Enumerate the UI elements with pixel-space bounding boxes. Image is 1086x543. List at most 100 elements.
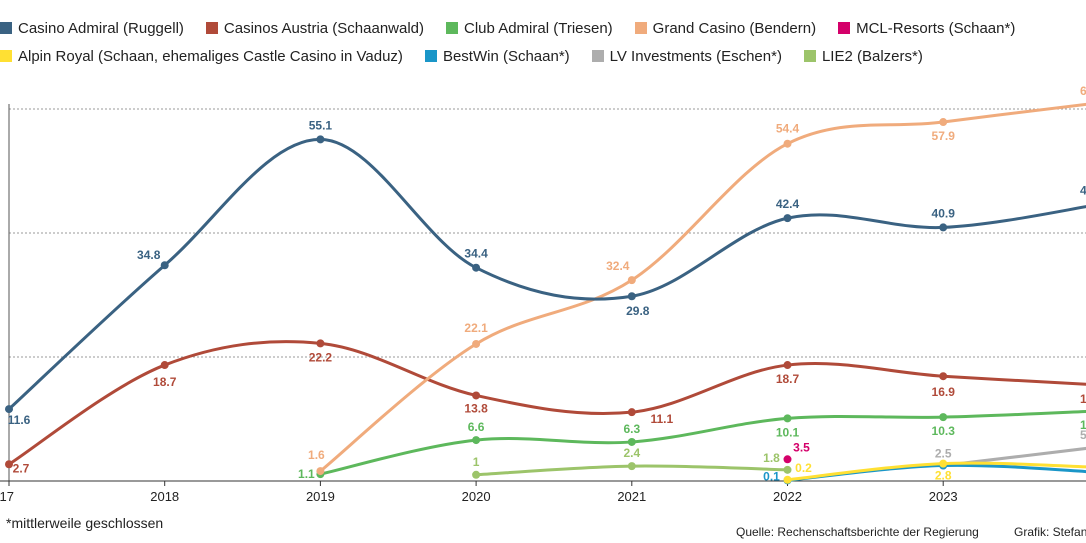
x-tick-label: 2022	[773, 489, 802, 504]
legend-item-casino-admiral: Casino Admiral (Ruggell)	[0, 20, 184, 37]
data-label: 6	[1080, 84, 1086, 98]
data-label: 16.9	[932, 385, 956, 399]
data-point	[316, 135, 325, 144]
legend-swatch	[838, 22, 851, 34]
legend-label: BestWin (Schaan*)	[442, 47, 570, 65]
data-label: 22.2	[309, 350, 333, 364]
data-label: 0.1	[763, 469, 780, 483]
legend-item-club-admiral: Club Admiral (Triesen)	[446, 20, 613, 37]
data-point	[5, 405, 13, 414]
data-label: 6.6	[468, 420, 485, 434]
legend-item-grand-casino: Grand Casino (Bendern)	[634, 19, 817, 37]
data-label: 1.1	[298, 467, 315, 481]
data-label: 11.1	[650, 412, 673, 426]
data-point	[939, 372, 948, 381]
data-label: 54.4	[776, 122, 800, 136]
data-point	[627, 462, 636, 471]
data-point	[939, 223, 948, 232]
legend-item-lv-investments: LV Investments (Eschen*)	[591, 47, 782, 65]
data-label: 10.1	[776, 425, 800, 439]
data-label: 2.4	[623, 446, 640, 460]
data-point	[160, 361, 169, 370]
legend-label: Casinos Austria (Schaanwald)	[223, 19, 425, 37]
data-point	[627, 276, 636, 285]
legend-label: Casino Admiral (Ruggell)	[18, 19, 184, 37]
data-label: 1.8	[763, 451, 780, 465]
data-point	[472, 436, 481, 445]
data-point	[472, 339, 481, 348]
legend-label: Grand Casino (Bendern)	[652, 19, 817, 37]
data-label: 34.4	[464, 247, 488, 261]
legend-swatch	[803, 50, 816, 62]
x-tick-label: 17	[0, 489, 14, 504]
data-label: 18.7	[153, 375, 177, 389]
legend-swatch	[424, 50, 437, 62]
legend-swatch	[591, 50, 604, 62]
footnote: *mittlerweile geschlossen	[6, 515, 164, 531]
data-label: 0.2	[795, 461, 812, 475]
data-label: 11.6	[8, 413, 31, 427]
legend-swatch	[205, 22, 218, 34]
series-line	[318, 409, 1086, 476]
data-point	[783, 475, 792, 484]
data-point	[627, 292, 636, 301]
data-point	[627, 437, 636, 446]
legend-row: Casino Admiral (Ruggell) Casinos Austria…	[0, 14, 1086, 42]
data-label: 29.8	[626, 304, 650, 318]
data-point	[627, 408, 636, 417]
legend-item-mcl-resorts: MCL-Resorts (Schaan*)	[838, 20, 1015, 37]
data-label: 3.5	[793, 440, 810, 454]
x-tick-label: 2021	[617, 489, 646, 504]
legend-item-lie2: LIE2 (Balzers*)	[803, 48, 923, 65]
series-line	[318, 102, 1086, 473]
data-point	[783, 139, 792, 148]
data-point	[472, 391, 481, 400]
legend-label: Club Admiral (Triesen)	[464, 19, 613, 37]
data-label: 18.7	[776, 372, 800, 386]
data-point	[939, 118, 948, 127]
legend-swatch	[634, 22, 647, 34]
data-point	[316, 467, 325, 476]
data-point	[316, 339, 325, 348]
x-tick-label: 2020	[462, 489, 491, 504]
graphic-credit: Grafik: Stefan	[1014, 525, 1086, 539]
data-point	[939, 413, 948, 422]
legend-item-alpin-royal: Alpin Royal (Schaan, ehemaliges Castle C…	[0, 48, 403, 65]
data-point	[783, 414, 792, 423]
legend-row: Alpin Royal (Schaan, ehemaliges Castle C…	[0, 42, 1086, 70]
x-tick-label: 2023	[929, 489, 958, 504]
data-label: 1.6	[308, 448, 325, 462]
data-label: 2.5	[935, 447, 952, 461]
data-point	[160, 261, 169, 270]
legend-swatch	[0, 50, 12, 62]
data-label: 34.8	[137, 248, 161, 262]
data-point	[472, 470, 481, 479]
data-point	[783, 455, 792, 464]
data-label: 6.3	[623, 422, 640, 436]
data-point	[783, 465, 792, 474]
data-label: 2.8	[935, 469, 952, 483]
legend-swatch	[446, 22, 459, 34]
data-point	[939, 459, 948, 468]
legend-label: MCL-Resorts (Schaan*)	[856, 19, 1016, 37]
data-point	[783, 361, 792, 370]
data-label: 11.3	[1080, 418, 1086, 432]
data-point	[5, 460, 13, 469]
data-label: 55.1	[309, 118, 333, 132]
data-label: 15.5	[1080, 392, 1086, 406]
data-label: 5	[1080, 428, 1086, 442]
legend-label: Alpin Royal (Schaan, ehemaliges Castle C…	[18, 47, 403, 65]
legend: Casino Admiral (Ruggell) Casinos Austria…	[0, 14, 1086, 70]
x-tick-label: 2019	[306, 489, 335, 504]
data-label: 22.1	[464, 321, 488, 335]
x-tick-label: 2018	[150, 489, 179, 504]
legend-item-casinos-austria: Casinos Austria (Schaanwald)	[205, 19, 425, 37]
data-label: 10.3	[932, 424, 956, 438]
legend-swatch	[0, 22, 12, 34]
legend-label: LV Investments (Eschen*)	[609, 47, 782, 65]
data-label: 2.7	[13, 461, 30, 475]
data-label: 40.9	[932, 206, 956, 220]
series-line	[7, 340, 1086, 466]
data-label: 1	[473, 455, 480, 469]
